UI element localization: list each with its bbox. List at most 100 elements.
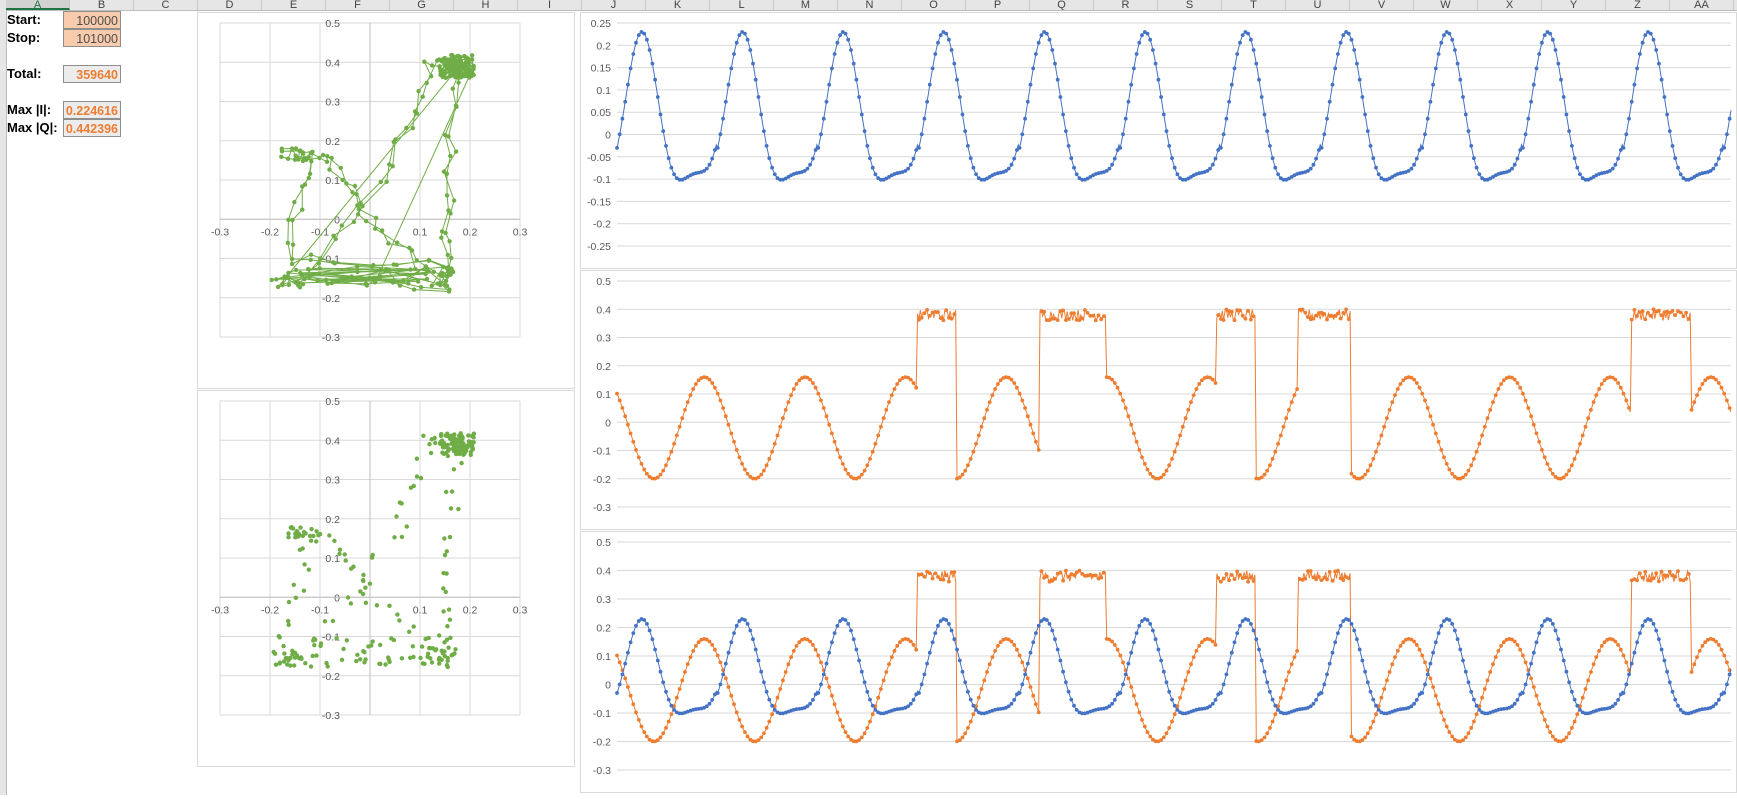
data-point [1406,705,1411,710]
data-point [410,125,415,131]
data-point [1477,708,1482,712]
data-point [922,116,927,121]
column-header-f[interactable]: F [326,0,390,10]
data-point [1262,472,1267,477]
i-signal-chart-panel[interactable]: 0.25 0.2 0.15 0.1 0.05 0 -0.05 -0.1 -0.15 -0.2 -0.… [580,12,1737,269]
data-point [1221,318,1226,322]
column-header-p[interactable]: P [966,0,1030,10]
column-header-s[interactable]: S [1158,0,1222,10]
data-point [344,181,349,186]
column-header-u[interactable]: U [1286,0,1350,10]
column-header-m[interactable]: M [774,0,838,10]
column-header-v[interactable]: V [1350,0,1414,10]
data-point [1006,166,1011,171]
column-header-y[interactable]: Y [1542,0,1606,10]
data-point [356,207,362,212]
column-header-r[interactable]: R [1094,0,1158,10]
column-header-aa[interactable]: AA [1670,0,1734,10]
data-point [300,151,306,156]
column-header-c[interactable]: C [134,0,198,10]
iq-combined-chart-panel[interactable]: 0.5 0.4 0.3 0.2 0.1 0 -0.1 -0.2 -0.3 [580,531,1737,793]
data-point [1572,719,1577,724]
data-point [1526,406,1531,410]
stop-value-cell[interactable]: 101000 [63,29,121,47]
column-header-i[interactable]: I [518,0,582,10]
data-point [1317,575,1321,579]
y-tick-label: 0.4 [325,57,340,69]
data-point [310,653,315,659]
column-header-b[interactable]: B [70,0,134,10]
data-point [636,455,641,460]
data-point [1346,576,1351,581]
column-header-g[interactable]: G [390,0,454,10]
column-header-o[interactable]: O [902,0,966,10]
data-point [1463,472,1468,477]
data-point [1308,704,1313,709]
column-header-k[interactable]: K [646,0,710,10]
data-point [1107,704,1112,709]
max-q-value-cell[interactable]: 0.442396 [63,119,121,137]
data-point [1273,165,1278,170]
data-point [441,609,446,614]
data-point [726,422,731,427]
data-point [645,622,649,626]
x-tick-label: 0.2 [463,226,478,238]
max-i-value-cell[interactable]: 0.224616 [63,101,121,119]
data-point [1447,730,1452,734]
y-tick-label: -0.1 [322,632,340,644]
data-point [865,689,870,694]
column-header-t[interactable]: T [1222,0,1286,10]
data-point [740,30,744,34]
data-point [1161,669,1166,674]
start-value-cell[interactable]: 100000 [63,11,121,29]
data-point [876,433,881,438]
iq-points-chart-panel[interactable]: 0.5 0.4 0.3 0.2 0.1 0 -0.1 -0.2 -0.3 -0.3 -0.2 -0.1… [197,390,575,767]
data-point [1659,77,1664,82]
iq-lines-chart-panel[interactable]: 0.5 0.4 0.3 0.2 0.1 0 -0.1 -0.2 -0.3 -0.3 -0.2 -0.1… [197,12,575,389]
data-point [620,406,625,410]
data-point [906,704,910,709]
column-header-l[interactable]: L [710,0,774,10]
data-point [1689,408,1694,412]
q-signal-chart-panel[interactable]: 0.5 0.4 0.3 0.2 0.1 0 -0.1 -0.2 -0.3 [580,270,1737,530]
data-point [458,62,463,67]
data-point [1259,738,1264,742]
column-header-q[interactable]: Q [1030,0,1094,10]
data-point [415,279,421,284]
data-point [1344,307,1348,312]
total-value-cell[interactable]: 359640 [63,65,121,83]
data-point [1259,658,1264,663]
column-header-a[interactable]: A [6,0,70,10]
series-line [616,31,1732,181]
column-header-d[interactable]: D [198,0,262,10]
data-point [1433,431,1438,436]
column-header-n[interactable]: N [838,0,902,10]
data-point [1213,643,1218,647]
data-point [870,165,875,170]
data-point [437,441,443,446]
data-point [879,687,883,691]
column-header-z[interactable]: Z [1606,0,1670,10]
column-header-e[interactable]: E [262,0,326,10]
data-point [1276,172,1280,177]
data-point [1382,687,1387,691]
data-point [669,703,674,708]
data-point [1028,650,1033,655]
data-point [672,172,676,177]
column-header-x[interactable]: X [1478,0,1542,10]
column-header-h[interactable]: H [454,0,518,10]
data-point [1151,628,1155,633]
data-point [1711,637,1716,642]
x-tick-label: -0.1 [311,226,329,238]
data-point [1648,313,1653,318]
column-header-w[interactable]: W [1414,0,1478,10]
data-point [1265,731,1270,736]
data-point [422,59,427,64]
column-header-j[interactable]: J [582,0,646,10]
data-point [1227,99,1231,104]
data-point [1205,169,1210,173]
column-header-bar: A B C D E F G H I J K L M N O P Q R S T U V W X Y Z AA [0,0,1737,11]
data-point [1531,685,1536,689]
data-point [976,433,981,438]
data-point [1072,165,1076,170]
